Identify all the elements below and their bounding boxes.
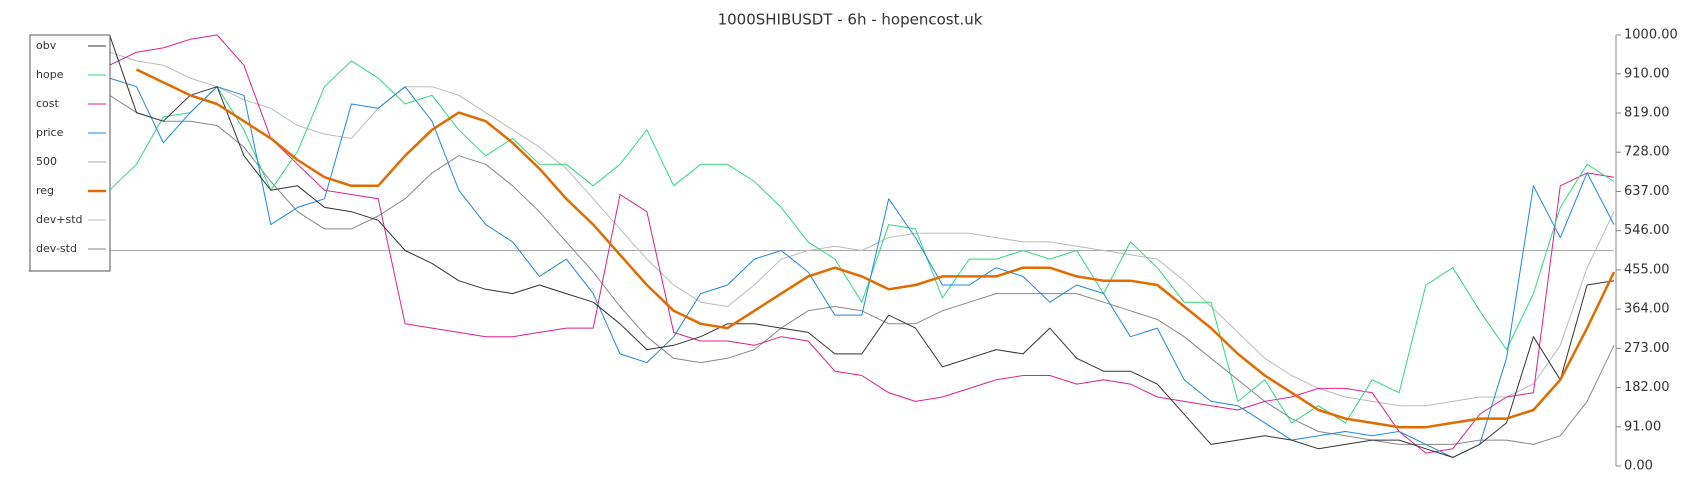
series-line (109, 34, 1615, 458)
legend-label: 500 (36, 155, 57, 168)
y-tick-label: 910.00 (1624, 66, 1670, 81)
y-tick-label: 637.00 (1624, 184, 1670, 199)
y-tick-label: 819.00 (1624, 106, 1670, 121)
y-tick-label: 364.00 (1624, 302, 1670, 317)
legend-label: price (36, 126, 64, 139)
legend-label: reg (36, 184, 54, 197)
legend-label: dev-std (36, 242, 77, 255)
y-tick-label: 0.00 (1624, 459, 1653, 474)
legend-box (29, 34, 111, 272)
y-tick-label: 1000.00 (1624, 28, 1678, 43)
y-tick-label: 273.00 (1624, 341, 1670, 356)
series-line (109, 77, 1615, 458)
legend-label: dev+std (36, 213, 83, 226)
series-line (109, 34, 1615, 454)
chart-title: 1000SHIBUSDT - 6h - hopencost.uk (718, 11, 983, 29)
legend: obv hope cost price 500 reg dev+std dev-std (29, 34, 111, 272)
y-tick-label: 455.00 (1624, 262, 1670, 277)
y-tick-label: 728.00 (1624, 145, 1670, 160)
y-tick-label: 91.00 (1624, 419, 1661, 434)
legend-label: cost (36, 97, 60, 110)
series-line (135, 68, 1616, 429)
legend-label: hope (36, 68, 64, 81)
series-line (109, 51, 1615, 407)
y-tick-label: 546.00 (1624, 223, 1670, 238)
series-line (28, 60, 1615, 424)
series-line (109, 94, 1615, 445)
y-tick-label: 182.00 (1624, 380, 1670, 395)
legend-label: obv (36, 39, 57, 52)
